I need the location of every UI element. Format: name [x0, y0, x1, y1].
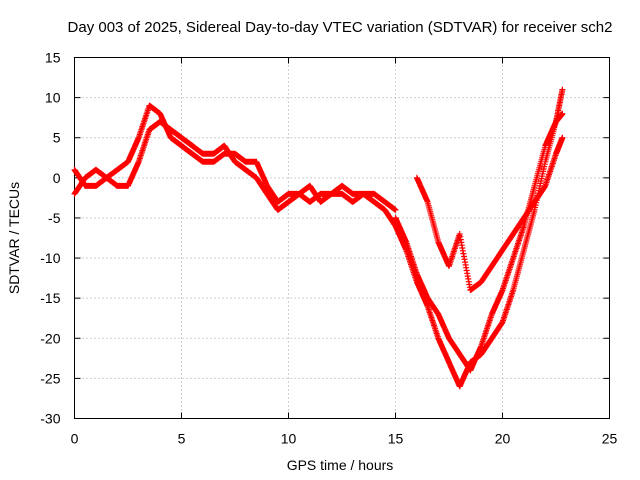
y-tick-label: 10	[45, 90, 61, 106]
x-tick-label: 10	[281, 431, 297, 447]
y-tick-label: -15	[40, 290, 60, 306]
x-tick-label: 20	[495, 431, 511, 447]
y-tick-label: -25	[40, 370, 60, 386]
x-tick-label: 15	[388, 431, 404, 447]
grid-lines	[74, 57, 610, 419]
axis-ticks: 0 5 10 15 20 25 15 10 5 0 -5 -10 -15 -20 -25 -30	[40, 50, 617, 447]
x-tick-label: 0	[71, 431, 79, 447]
y-tick-label: 0	[53, 170, 61, 186]
data-series	[71, 86, 566, 390]
sdtvar-plus-markers	[71, 86, 566, 390]
y-tick-label: 5	[53, 130, 61, 146]
y-tick-label: -5	[48, 210, 61, 226]
x-tick-label: 25	[602, 431, 618, 447]
y-tick-label: -30	[40, 411, 60, 427]
y-axis-label: SDTVAR / TECUs	[6, 182, 22, 294]
plot-frame	[74, 57, 610, 419]
chart-title: Day 003 of 2025, Sidereal Day-to-day VTE…	[68, 19, 613, 36]
y-tick-label: -10	[40, 250, 60, 266]
x-tick-label: 5	[178, 431, 186, 447]
x-axis-label: GPS time / hours	[287, 457, 394, 473]
y-tick-label: -20	[40, 330, 60, 346]
y-tick-label: 15	[45, 50, 61, 66]
